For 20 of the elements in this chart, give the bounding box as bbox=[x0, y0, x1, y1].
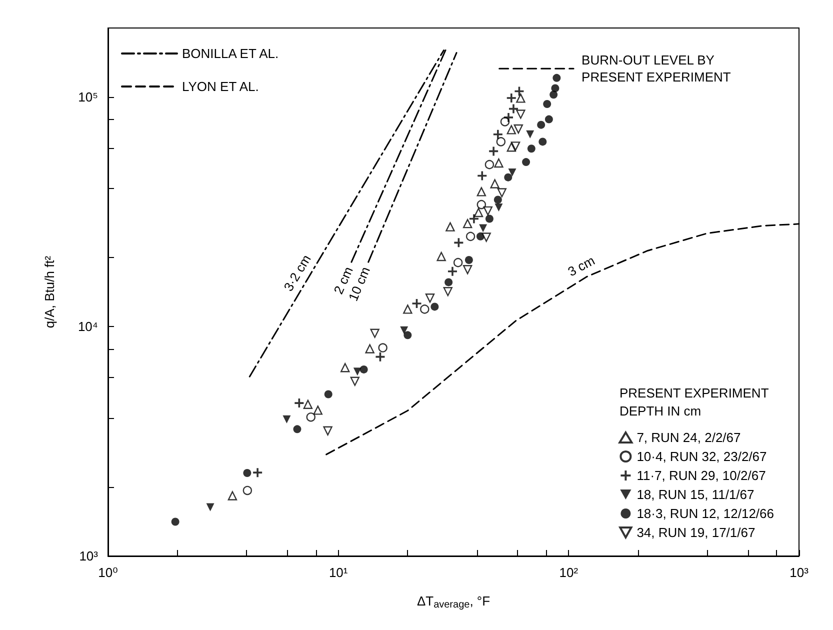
legend-label: BONILLA ET AL. bbox=[182, 46, 279, 61]
annotation: 3 cm bbox=[565, 252, 598, 280]
annotation: BURN-OUT LEVEL BY PRESENT EXPERIMENT bbox=[582, 52, 731, 85]
x-tick-label: 10¹ bbox=[328, 565, 348, 580]
legend-label: 7, RUN 24, 2/2/67 bbox=[636, 430, 741, 445]
legend-label: LYON ET AL. bbox=[182, 79, 259, 94]
legend-label: 18·3, RUN 12, 12/12/66 bbox=[636, 506, 774, 521]
legend-label: 34, RUN 19, 17/1/67 bbox=[636, 525, 756, 540]
annotation: 3·2 cm bbox=[280, 252, 314, 294]
legend-label: 11·7, RUN 29, 10/2/67 bbox=[636, 468, 766, 483]
y-tick-label: 10⁴ bbox=[78, 319, 98, 334]
y-tick-label: 10³ bbox=[79, 548, 99, 564]
y-tick-label: 10⁵ bbox=[78, 90, 98, 105]
x-tick-label: 10³ bbox=[790, 565, 810, 580]
legend-title: PRESENT EXPERIMENT DEPTH IN cm bbox=[619, 386, 769, 418]
y-axis-title: q/A, Btu/h ft² bbox=[42, 255, 57, 328]
legend-label: 18, RUN 15, 11/1/67 bbox=[636, 487, 754, 502]
legend-label: 10·4, RUN 32, 23/2/67 bbox=[636, 449, 767, 464]
x-tick-label: 10⁰ bbox=[98, 565, 118, 580]
x-tick-label: 10² bbox=[559, 565, 579, 580]
